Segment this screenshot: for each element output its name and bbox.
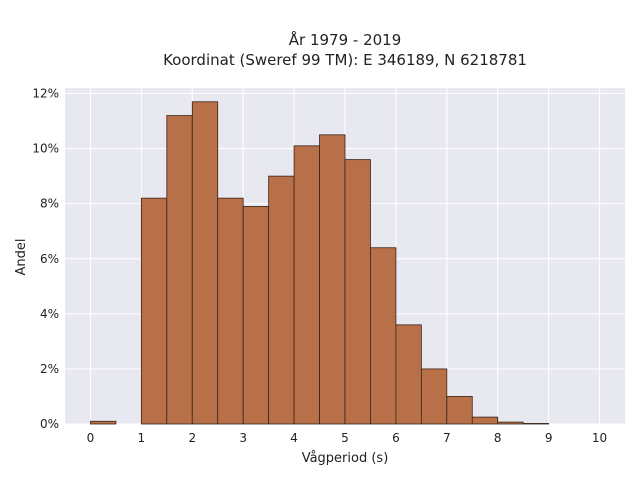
x-tick-label: 8 <box>494 431 502 445</box>
histogram-bar <box>446 396 473 425</box>
histogram-bar <box>319 134 346 425</box>
y-tick-label: 10% <box>32 142 59 156</box>
histogram-bar <box>293 145 320 425</box>
x-tick-label: 9 <box>545 431 553 445</box>
histogram-bar <box>191 101 219 425</box>
histogram-bar <box>140 197 168 425</box>
histogram-bar <box>242 206 270 425</box>
y-tick-label: 8% <box>40 197 59 211</box>
x-axis-label: Vågperiod (s) <box>302 451 389 466</box>
x-tick-label: 6 <box>392 431 400 445</box>
chart-title-line-1: År 1979 - 2019 <box>289 30 402 49</box>
y-tick-label: 4% <box>40 307 59 321</box>
histogram-bar <box>344 159 371 425</box>
histogram-bar <box>166 115 193 425</box>
histogram-bar <box>522 423 550 425</box>
y-tick-labels: 0% 2% 4% 6% 8% 10% 12% <box>32 87 59 431</box>
y-tick-label: 6% <box>40 252 59 266</box>
x-tick-labels: 0 1 2 3 4 5 6 7 8 9 10 <box>87 431 608 445</box>
y-axis-label: Andel <box>14 239 29 276</box>
x-tick-label: 2 <box>188 431 196 445</box>
y-tick-label: 2% <box>40 362 59 376</box>
y-tick-label: 0% <box>40 417 59 431</box>
x-tick-label: 0 <box>87 431 95 445</box>
x-tick-label: 4 <box>290 431 298 445</box>
x-tick-label: 5 <box>341 431 349 445</box>
histogram-bar <box>471 416 499 425</box>
x-tick-label: 7 <box>443 431 451 445</box>
x-tick-label: 1 <box>138 431 146 445</box>
histogram-bar <box>268 175 295 425</box>
histogram-bar <box>395 324 422 425</box>
x-tick-label: 3 <box>239 431 247 445</box>
histogram-bar <box>370 247 397 425</box>
y-tick-label: 12% <box>32 87 59 101</box>
chart-title-line-2: Koordinat (Sweref 99 TM): E 346189, N 62… <box>163 51 527 69</box>
histogram-bar <box>90 420 117 425</box>
histogram-bar <box>497 421 524 425</box>
histogram-bar <box>217 197 244 425</box>
x-tick-label: 10 <box>592 431 607 445</box>
histogram-bar <box>420 368 448 425</box>
histogram-bars <box>90 101 550 425</box>
